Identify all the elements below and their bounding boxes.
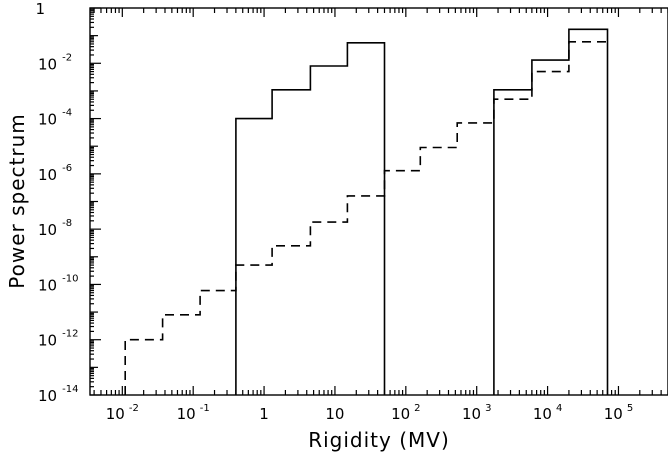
x-tick-label: 10 -1 xyxy=(177,403,210,423)
y-axis-label: Power spectrum xyxy=(5,113,29,288)
solid-spectrum-line-1 xyxy=(235,41,386,395)
x-axis-label: Rigidity (MV) xyxy=(308,428,450,452)
y-tick-label: 10 -4 xyxy=(38,108,72,129)
y-tick-label: 10 -2 xyxy=(38,52,72,73)
x-tick-label: 1 xyxy=(259,405,269,423)
y-tick-label: 10 -14 xyxy=(38,384,78,405)
x-tick-label: 10 4 xyxy=(533,403,562,423)
y-tick-label: 10 -6 xyxy=(38,163,72,184)
x-tick-label: 10 2 xyxy=(391,403,420,423)
y-tick-label: 10 -10 xyxy=(38,273,78,294)
x-tick-label: 10 -2 xyxy=(106,403,139,423)
x-tick-label: 10 5 xyxy=(604,403,633,423)
solid-spectrum-line-2 xyxy=(493,28,609,395)
dashed-spectrum-line-1 xyxy=(124,40,608,395)
x-tick-label: 10 3 xyxy=(462,403,491,423)
y-tick-label: 10 -12 xyxy=(38,329,78,350)
y-tick-label: 1 xyxy=(35,0,45,18)
plot-frame xyxy=(89,7,668,396)
x-tick-label: 10 xyxy=(325,405,344,423)
y-tick-label: 10 -8 xyxy=(38,218,72,239)
